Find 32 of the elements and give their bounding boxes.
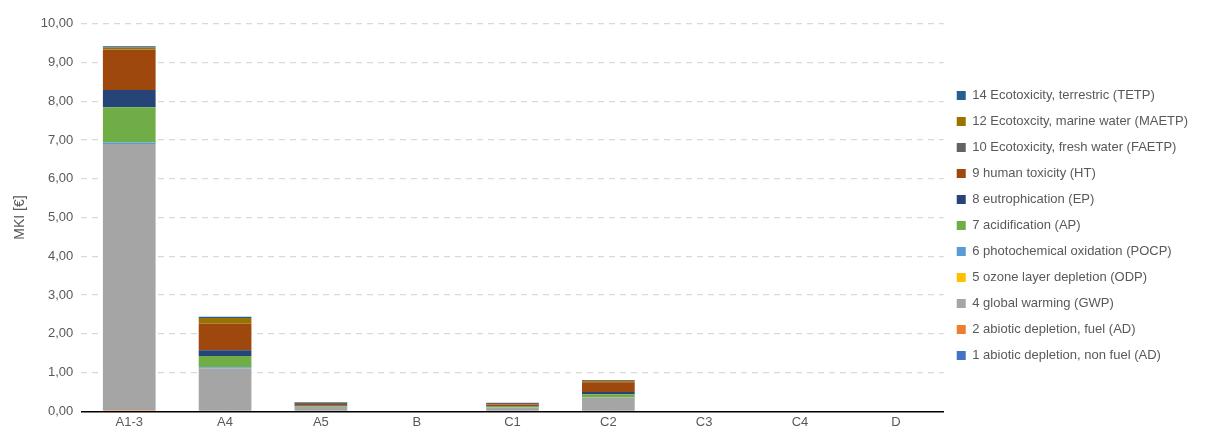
legend-label: 1 abiotic depletion, non fuel (AD) bbox=[972, 347, 1161, 363]
legend-label: 7 acidification (AP) bbox=[972, 217, 1081, 233]
legend-label: 2 abiotic depletion, fuel (AD) bbox=[972, 321, 1136, 337]
x-tick-label: C1 bbox=[504, 413, 521, 429]
y-tick-label: 2,00 bbox=[48, 325, 74, 341]
x-tick-label: D bbox=[891, 413, 901, 429]
x-tick-label: C2 bbox=[600, 413, 617, 429]
y-tick-label: 9,00 bbox=[48, 54, 74, 70]
y-tick-label: 6,00 bbox=[48, 170, 74, 186]
x-tick-label: C4 bbox=[791, 413, 809, 429]
x-tick-label: C3 bbox=[695, 413, 713, 429]
x-tick-label: B bbox=[412, 413, 422, 429]
y-axis-title: MKI [€] bbox=[11, 195, 28, 240]
x-tick-label: A4 bbox=[217, 413, 234, 429]
y-tick-label: 4,00 bbox=[48, 247, 74, 263]
legend-label: 9 human toxicity (HT) bbox=[972, 165, 1096, 181]
legend-label: 5 ozone layer depletion (ODP) bbox=[972, 269, 1148, 285]
legend-label: 8 eutrophication (EP) bbox=[972, 191, 1095, 207]
legend-label: 4 global warming (GWP) bbox=[972, 295, 1114, 311]
legend-label: 10 Ecotoxicity, fresh water (FAETP) bbox=[972, 139, 1177, 155]
y-tick-label: 0,00 bbox=[48, 402, 74, 418]
y-tick-label: 10,00 bbox=[40, 15, 74, 31]
y-tick-label: 5,00 bbox=[48, 209, 74, 225]
legend-label: 12 Ecotoxcity, marine water (MAETP) bbox=[972, 113, 1188, 129]
legend-label: 6 photochemical oxidation (POCP) bbox=[972, 243, 1172, 259]
x-tick-label: A1-3 bbox=[115, 413, 143, 429]
y-tick-label: 8,00 bbox=[48, 92, 74, 108]
y-tick-label: 3,00 bbox=[48, 286, 74, 302]
legend-label: 14 Ecotoxicity, terrestric (TETP) bbox=[972, 87, 1155, 103]
y-tick-label: 7,00 bbox=[48, 131, 74, 147]
x-tick-label: A5 bbox=[312, 413, 329, 429]
y-tick-label: 1,00 bbox=[48, 364, 74, 380]
